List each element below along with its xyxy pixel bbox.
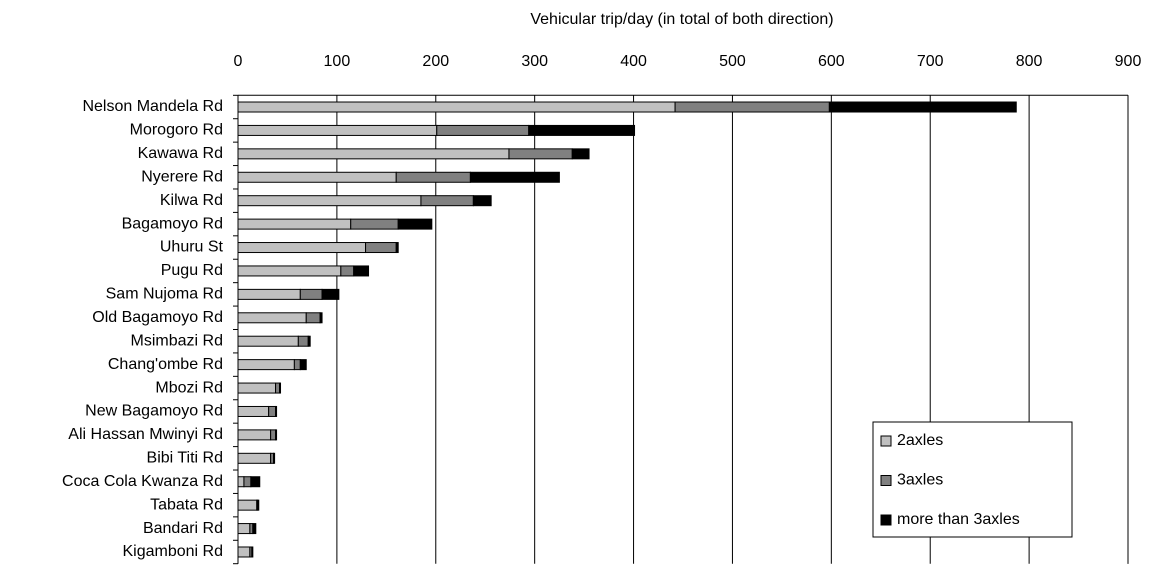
bar-segment xyxy=(307,335,311,347)
x-tick-label: 800 xyxy=(1016,53,1043,70)
y-tick-label: Kigamboni Rd xyxy=(123,543,224,560)
bar-segment xyxy=(237,452,272,464)
legend-swatch xyxy=(880,514,892,526)
bar-segment xyxy=(293,359,301,371)
y-tick-label: Nelson Mandela Rd xyxy=(82,98,223,115)
bar-segment xyxy=(237,405,270,417)
bar-segment xyxy=(257,499,260,511)
y-tick-label: Kawawa Rd xyxy=(138,145,223,162)
bar-segment xyxy=(275,405,278,417)
bar-segment xyxy=(828,101,1017,113)
legend-swatch xyxy=(880,435,892,447)
bar-segment xyxy=(365,242,397,254)
bar-segment xyxy=(275,382,281,394)
y-tick-label: Nyerere Rd xyxy=(141,168,223,185)
y-tick-label: Morogoro Rd xyxy=(130,122,223,139)
bar-segment xyxy=(395,242,399,254)
x-axis-title: Vehicular trip/day (in total of both dir… xyxy=(530,11,833,28)
bar-segment xyxy=(528,124,636,136)
legend-label: 2axles xyxy=(897,432,943,449)
x-tick-label: 900 xyxy=(1115,53,1142,70)
bar-segment xyxy=(250,476,261,488)
legend-label: more than 3axles xyxy=(897,511,1020,528)
y-tick-label: New Bagamoyo Rd xyxy=(85,403,223,420)
bar-segment xyxy=(237,195,422,207)
bar-segment xyxy=(508,148,573,160)
y-tick-label: Bandari Rd xyxy=(143,520,223,537)
bar-segment xyxy=(237,382,277,394)
bar-segment xyxy=(299,359,307,371)
bar-segment xyxy=(270,429,277,441)
y-tick-label: Old Bagamoyo Rd xyxy=(92,309,223,326)
y-tick-label: Bibi Titi Rd xyxy=(147,450,223,467)
bar-segment xyxy=(237,101,676,113)
bar-segment xyxy=(397,218,433,230)
bar-segment xyxy=(251,546,254,558)
bar-segment xyxy=(252,523,257,535)
x-tick-label: 600 xyxy=(818,53,845,70)
y-tick-label: Mbozi Rd xyxy=(155,379,223,396)
x-tick-label: 500 xyxy=(719,53,746,70)
y-tick-label: Kilwa Rd xyxy=(160,192,223,209)
x-tick-label: 700 xyxy=(917,53,944,70)
bar-segment xyxy=(436,124,530,136)
y-tick-label: Ali Hassan Mwinyi Rd xyxy=(68,426,223,443)
bar-segment xyxy=(674,101,830,113)
y-tick-label: Pugu Rd xyxy=(161,262,223,279)
legend-box xyxy=(872,421,1073,538)
x-tick-label: 200 xyxy=(422,53,449,70)
bar-segment xyxy=(420,195,474,207)
bar-segment xyxy=(237,171,397,183)
bar-segment xyxy=(237,312,307,324)
bar-segment xyxy=(319,312,323,324)
x-tick-label: 400 xyxy=(620,53,647,70)
bar-segment xyxy=(353,265,370,277)
bar-segment xyxy=(469,171,560,183)
bar-segment xyxy=(237,124,438,136)
y-tick-label: Msimbazi Rd xyxy=(131,332,223,349)
bar-segment xyxy=(237,546,251,558)
bar-segment xyxy=(279,382,282,394)
y-tick-label: Tabata Rd xyxy=(150,496,223,513)
bar-segment xyxy=(395,171,471,183)
bar-segment xyxy=(472,195,492,207)
legend-swatch xyxy=(880,475,892,486)
x-tick-label: 100 xyxy=(324,53,351,70)
y-tick-label: Coca Cola Kwanza Rd xyxy=(62,473,223,490)
bar-segment xyxy=(571,148,590,160)
bar-segment xyxy=(237,523,251,535)
bar-segment xyxy=(237,476,245,488)
bar-segment xyxy=(268,405,277,417)
legend-label: 3axles xyxy=(897,472,943,489)
bar-segment xyxy=(299,288,323,300)
bar-segment xyxy=(237,429,272,441)
bar-segment xyxy=(237,335,299,347)
y-tick-label: Bagamoyo Rd xyxy=(122,215,223,232)
bar-segment xyxy=(237,148,510,160)
bar-segment xyxy=(275,429,278,441)
bar-segment xyxy=(237,499,258,511)
bar-segment xyxy=(237,242,367,254)
bar-segment xyxy=(273,452,276,464)
bar-segment xyxy=(297,335,309,347)
bar-segment xyxy=(243,476,252,488)
bar-segment xyxy=(321,288,340,300)
bar-segment xyxy=(350,218,399,230)
bar-segment xyxy=(340,265,355,277)
bar-segment xyxy=(305,312,321,324)
y-tick-label: Uhuru St xyxy=(160,239,224,256)
y-tick-label: Sam Nujoma Rd xyxy=(106,286,223,303)
bar-segment xyxy=(237,218,352,230)
x-tick-label: 300 xyxy=(521,53,548,70)
y-tick-label: Chang'ombe Rd xyxy=(108,356,223,373)
bar-segment xyxy=(237,288,301,300)
x-tick-label: 0 xyxy=(234,53,243,70)
bar-segment xyxy=(237,265,342,277)
bar-segment xyxy=(237,359,295,371)
